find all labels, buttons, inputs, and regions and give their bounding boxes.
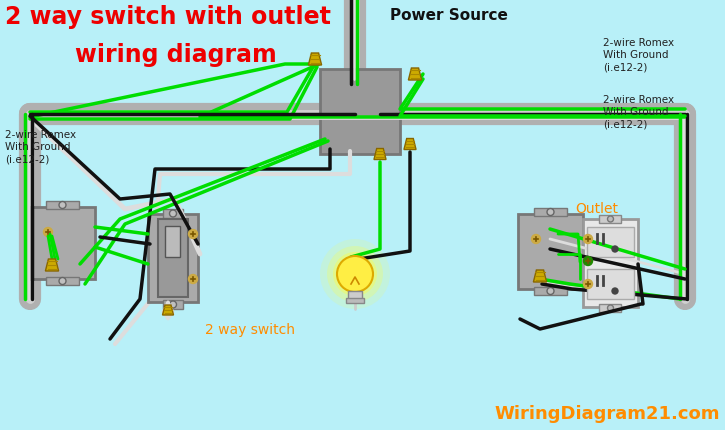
Text: Outlet: Outlet	[575, 202, 618, 215]
Bar	[163, 300, 183, 309]
Circle shape	[612, 289, 618, 294]
Polygon shape	[308, 54, 322, 66]
Circle shape	[188, 230, 197, 239]
Bar	[148, 215, 198, 302]
Circle shape	[333, 252, 377, 296]
Text: 2-wire Romex
With Ground
(i.e12-2): 2-wire Romex With Ground (i.e12-2)	[603, 95, 674, 129]
Bar	[583, 219, 638, 307]
Bar	[518, 215, 583, 289]
Circle shape	[170, 211, 176, 218]
Circle shape	[327, 246, 383, 302]
Text: 2 way switch: 2 way switch	[205, 322, 295, 336]
Circle shape	[337, 256, 373, 292]
Bar	[320, 70, 400, 155]
Circle shape	[188, 275, 197, 284]
Circle shape	[320, 240, 390, 309]
Bar	[534, 287, 567, 295]
Bar	[348, 291, 362, 299]
Text: 2-wire Romex
With Ground
(i.e12-2): 2-wire Romex With Ground (i.e12-2)	[5, 130, 76, 164]
Circle shape	[608, 305, 613, 311]
Circle shape	[170, 301, 176, 308]
Circle shape	[531, 235, 541, 244]
Circle shape	[584, 235, 592, 244]
Bar	[30, 208, 95, 280]
Text: 2 way switch with outlet: 2 way switch with outlet	[5, 5, 331, 29]
Polygon shape	[408, 69, 422, 81]
Polygon shape	[162, 305, 173, 315]
Circle shape	[608, 216, 613, 222]
Bar	[346, 298, 364, 303]
Bar	[163, 209, 183, 218]
Bar	[534, 209, 567, 216]
Polygon shape	[404, 139, 416, 150]
Polygon shape	[46, 259, 59, 271]
Circle shape	[44, 228, 52, 237]
Circle shape	[612, 246, 618, 252]
Circle shape	[584, 257, 592, 266]
Circle shape	[547, 288, 554, 295]
Text: 2-wire Romex
With Ground
(i.e12-2): 2-wire Romex With Ground (i.e12-2)	[603, 38, 674, 73]
Bar	[600, 215, 621, 224]
Circle shape	[59, 202, 66, 209]
Bar	[587, 269, 634, 299]
Text: WiringDiagram21.com: WiringDiagram21.com	[494, 404, 720, 422]
Circle shape	[547, 209, 554, 216]
Circle shape	[59, 278, 66, 285]
Bar	[587, 227, 634, 258]
Polygon shape	[374, 149, 386, 160]
Circle shape	[584, 280, 592, 289]
Bar	[165, 227, 181, 257]
Bar	[46, 202, 79, 209]
Bar	[600, 304, 621, 312]
Polygon shape	[534, 270, 547, 283]
Bar	[46, 277, 79, 286]
Text: wiring diagram: wiring diagram	[75, 43, 277, 67]
Bar	[158, 219, 188, 297]
Text: Power Source: Power Source	[390, 8, 508, 23]
